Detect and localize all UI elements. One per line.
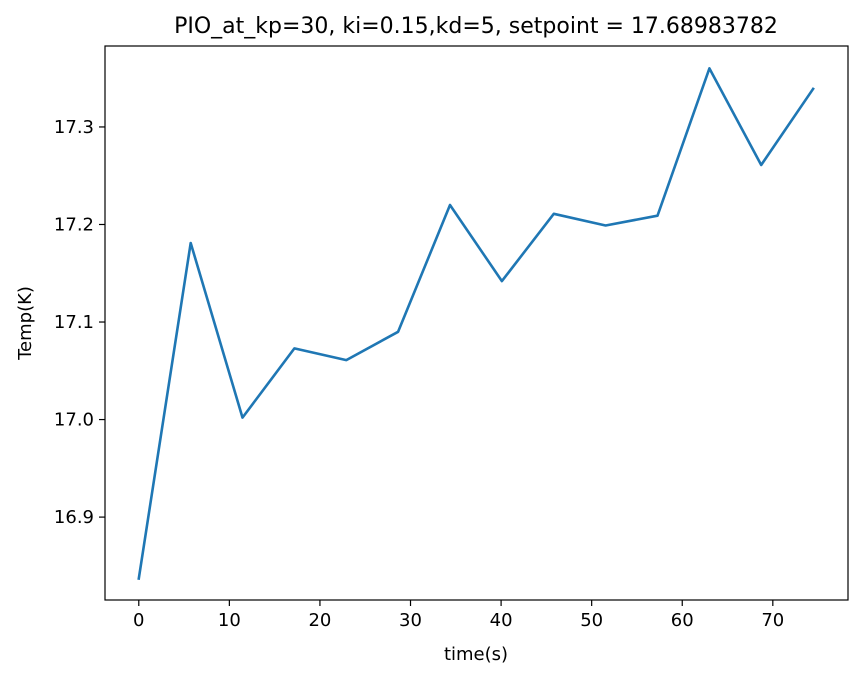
y-tick-label: 17.1 <box>54 312 94 333</box>
y-tick-label: 17.2 <box>54 214 94 235</box>
x-tick-label: 0 <box>133 610 144 631</box>
x-tick-label: 10 <box>218 610 241 631</box>
x-axis-label: time(s) <box>444 644 508 665</box>
x-tick-label: 20 <box>308 610 331 631</box>
y-axis-label: Temp(K) <box>15 286 36 361</box>
x-tick-label: 40 <box>490 610 513 631</box>
x-tick-label: 70 <box>761 610 784 631</box>
y-tick-label: 17.0 <box>54 410 94 431</box>
y-tick-label: 17.3 <box>54 117 94 138</box>
x-tick-label: 30 <box>399 610 422 631</box>
chart-title: PIO_at_kp=30, ki=0.15,kd=5, setpoint = 1… <box>174 14 778 39</box>
y-tick-label: 16.9 <box>54 507 94 528</box>
axes-frame <box>104 45 849 601</box>
y-axis-ticks: 16.9 17.0 17.1 17.2 17.3 <box>54 117 105 528</box>
x-tick-label: 60 <box>671 610 694 631</box>
x-axis-ticks: 0 10 20 30 40 50 60 70 <box>133 600 784 631</box>
x-tick-label: 50 <box>580 610 603 631</box>
temperature-series-line <box>137 67 815 580</box>
